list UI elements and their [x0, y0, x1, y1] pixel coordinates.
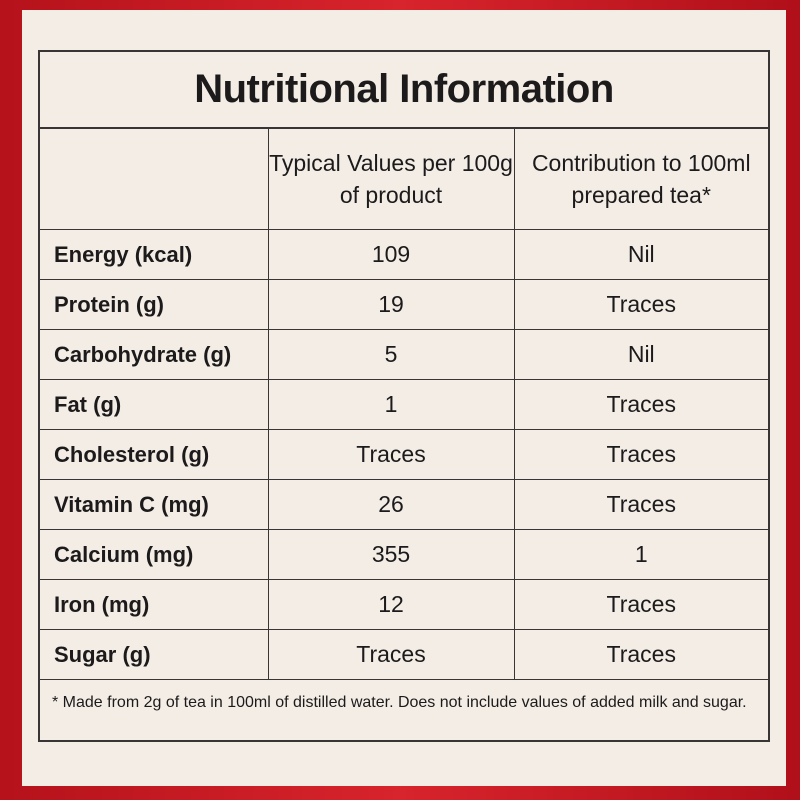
- table-row: Cholesterol (g) Traces Traces: [40, 429, 768, 480]
- value-cell: 1: [267, 379, 515, 430]
- nutrient-name: Iron (mg): [40, 579, 269, 630]
- nutrient-name: Energy (kcal): [40, 229, 269, 280]
- nutrient-name: Cholesterol (g): [40, 429, 269, 480]
- header-row: Typical Values per 100g of product Contri…: [40, 129, 768, 230]
- value-cell: 5: [267, 329, 515, 380]
- value-cell: 109: [267, 229, 515, 280]
- value-cell: 355: [267, 529, 515, 580]
- nutrient-name: Sugar (g): [40, 629, 269, 680]
- nutrition-box: Nutritional Information Typical Values p…: [38, 50, 770, 742]
- table-row: Carbohydrate (g) 5 Nil: [40, 329, 768, 380]
- header-cell: Typical Values per 100g of product: [267, 129, 515, 230]
- nutrient-name: Protein (g): [40, 279, 269, 330]
- value-cell: Traces: [513, 479, 768, 530]
- nutrient-name: Calcium (mg): [40, 529, 269, 580]
- nutrient-name: Fat (g): [40, 379, 269, 430]
- nutrition-table: Typical Values per 100g of product Contri…: [40, 129, 768, 680]
- table-row: Protein (g) 19 Traces: [40, 279, 768, 330]
- value-cell: Traces: [267, 429, 515, 480]
- value-cell: Traces: [513, 429, 768, 480]
- label-panel: Nutritional Information Typical Values p…: [22, 10, 786, 786]
- table-row: Vitamin C (mg) 26 Traces: [40, 479, 768, 530]
- value-cell: Nil: [513, 229, 768, 280]
- table-row: Iron (mg) 12 Traces: [40, 579, 768, 630]
- nutrient-name: Vitamin C (mg): [40, 479, 269, 530]
- header-cell: [40, 129, 269, 230]
- value-cell: Traces: [513, 279, 768, 330]
- table-row: Fat (g) 1 Traces: [40, 379, 768, 430]
- nutrient-name: Carbohydrate (g): [40, 329, 269, 380]
- header-cell: Contribution to 100ml prepared tea*: [513, 129, 768, 230]
- value-cell: Traces: [513, 379, 768, 430]
- value-cell: 1: [513, 529, 768, 580]
- footnote: * Made from 2g of tea in 100ml of distil…: [52, 694, 747, 711]
- value-cell: 26: [267, 479, 515, 530]
- value-cell: Nil: [513, 329, 768, 380]
- table-row: Energy (kcal) 109 Nil: [40, 229, 768, 280]
- value-cell: 19: [267, 279, 515, 330]
- table-row: Calcium (mg) 355 1: [40, 529, 768, 580]
- value-cell: Traces: [267, 629, 515, 680]
- value-cell: Traces: [513, 629, 768, 680]
- value-cell: Traces: [513, 579, 768, 630]
- title: Nutritional Information: [40, 52, 768, 129]
- value-cell: 12: [267, 579, 515, 630]
- table-row: Sugar (g) Traces Traces: [40, 629, 768, 680]
